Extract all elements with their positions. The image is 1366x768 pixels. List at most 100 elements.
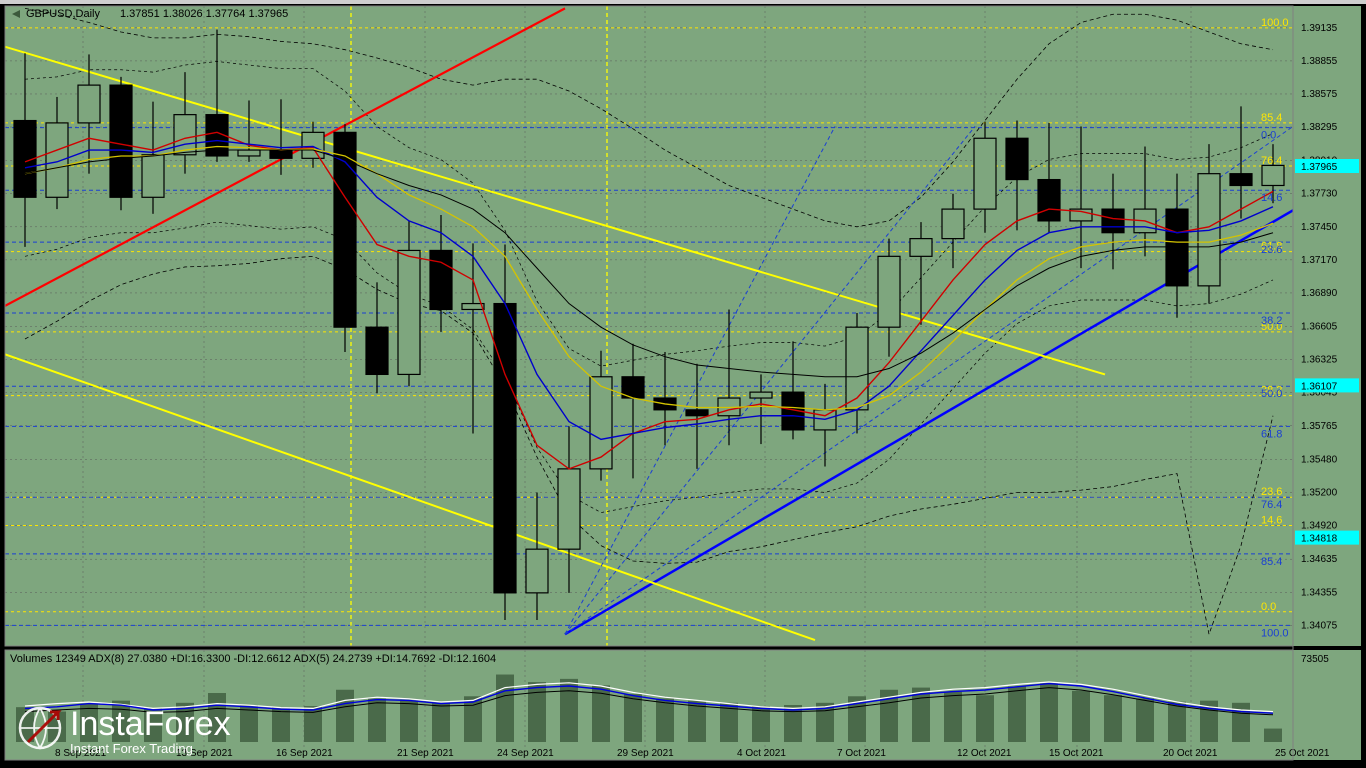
fib-blue-label: 85.4 (1261, 556, 1282, 568)
price-tick: 1.38575 (1301, 89, 1338, 100)
candle[interactable] (1166, 209, 1188, 286)
fib-blue-label: 38.2 (1261, 315, 1282, 327)
indicator-axis-label: 73505 (1301, 654, 1329, 665)
fib-yellow-label: 23.6 (1261, 486, 1282, 498)
price-tick: 1.38855 (1301, 56, 1338, 67)
volume-bar (1104, 695, 1122, 742)
price-marker-label: 1.34818 (1301, 534, 1338, 545)
volume-bar (368, 698, 386, 742)
candle[interactable] (750, 392, 772, 398)
price-marker-label: 1.36107 (1301, 381, 1338, 392)
volume-bar (432, 703, 450, 742)
volume-bar (336, 690, 354, 742)
candle[interactable] (942, 209, 964, 239)
price-tick: 1.36605 (1301, 322, 1338, 333)
volume-bar (944, 692, 962, 742)
candle[interactable] (590, 377, 612, 469)
candle[interactable] (558, 469, 580, 549)
candle[interactable] (142, 155, 164, 198)
fib-blue-label: 61.8 (1261, 428, 1282, 440)
price-tick: 1.34635 (1301, 554, 1338, 565)
candle[interactable] (910, 239, 932, 257)
fib-blue-label: 50.0 (1261, 388, 1282, 400)
candle[interactable] (430, 250, 452, 309)
candle[interactable] (494, 304, 516, 593)
candle[interactable] (526, 549, 548, 593)
price-tick: 1.37730 (1301, 189, 1338, 200)
volume-bar (1168, 702, 1186, 742)
candle[interactable] (302, 132, 324, 158)
fib-blue-label: 23.6 (1261, 244, 1282, 256)
price-tick: 1.38295 (1301, 122, 1338, 133)
time-tick: 25 Oct 2021 (1275, 748, 1330, 759)
time-tick: 15 Oct 2021 (1049, 748, 1104, 759)
fib-yellow-label: 100.0 (1261, 17, 1289, 29)
candle[interactable] (686, 410, 708, 416)
price-tick: 1.35480 (1301, 454, 1338, 465)
volume-bar (752, 706, 770, 742)
price-tick: 1.35200 (1301, 487, 1338, 498)
fib-yellow-label: 76.4 (1261, 155, 1282, 167)
fib-yellow-label: 14.6 (1261, 515, 1282, 527)
price-marker-label: 1.37965 (1301, 162, 1338, 173)
price-tick: 1.34355 (1301, 587, 1338, 598)
volume-bar (912, 688, 930, 742)
fib-yellow-label: 85.4 (1261, 112, 1282, 124)
price-tick: 1.35765 (1301, 421, 1338, 432)
candle[interactable] (366, 327, 388, 374)
price-tick: 1.34920 (1301, 521, 1338, 532)
fib-blue-label: 0.0 (1261, 130, 1276, 142)
volume-bar (1136, 698, 1154, 742)
price-tick: 1.36890 (1301, 288, 1338, 299)
price-tick: 1.39135 (1301, 23, 1338, 34)
candle[interactable] (110, 85, 132, 197)
watermark-text: InstaForex (70, 705, 231, 743)
ohlc-label: 1.37851 1.38026 1.37764 1.37965 (120, 8, 288, 20)
volume-bar (1232, 703, 1250, 742)
price-tick: 1.34075 (1301, 620, 1338, 631)
volume-bar (496, 675, 514, 742)
candle[interactable] (878, 256, 900, 327)
fib-yellow-label: 0.0 (1261, 601, 1276, 613)
candle[interactable] (1006, 138, 1028, 179)
candle[interactable] (1230, 174, 1252, 186)
time-tick: 7 Oct 2021 (837, 748, 886, 759)
candle[interactable] (1262, 165, 1284, 185)
candle[interactable] (1038, 180, 1060, 221)
pair-label: GBPUSD,Daily (26, 8, 100, 20)
time-tick: 4 Oct 2021 (737, 748, 786, 759)
indicator-title: Volumes 12349 ADX(8) 27.0380 +DI:16.3300… (10, 653, 496, 665)
candle[interactable] (238, 150, 260, 156)
time-tick: 12 Oct 2021 (957, 748, 1012, 759)
candle[interactable] (270, 150, 292, 158)
price-tick: 1.37450 (1301, 222, 1338, 233)
price-tick: 1.37170 (1301, 255, 1338, 266)
time-tick: 24 Sep 2021 (497, 748, 554, 759)
candle[interactable] (398, 250, 420, 374)
candle[interactable] (46, 123, 68, 197)
volume-bar (656, 698, 674, 742)
time-tick: 29 Sep 2021 (617, 748, 674, 759)
fib-blue-label: 76.4 (1261, 499, 1282, 511)
watermark-subtext: Instant Forex Trading (70, 741, 193, 756)
volume-bar (560, 679, 578, 742)
candle[interactable] (1102, 209, 1124, 233)
volume-bar (528, 682, 546, 742)
volume-bar (1008, 686, 1026, 742)
volume-bar (1264, 729, 1282, 742)
volume-bar (624, 694, 642, 742)
main-pane[interactable] (5, 6, 1293, 646)
time-tick: 21 Sep 2021 (397, 748, 454, 759)
volume-bar (976, 695, 994, 742)
chart-root: 1.391351.388551.385751.382951.380101.377… (0, 0, 1366, 768)
time-tick: 16 Sep 2021 (276, 748, 333, 759)
fib-blue-label: 14.6 (1261, 192, 1282, 204)
candle[interactable] (974, 138, 996, 209)
volume-bar (1040, 682, 1058, 742)
chart-svg[interactable]: 1.391351.388551.385751.382951.380101.377… (0, 0, 1366, 768)
price-tick: 1.36325 (1301, 355, 1338, 366)
fib-blue-label: 100.0 (1261, 627, 1289, 639)
volume-bar (272, 707, 290, 742)
volume-bar (400, 701, 418, 742)
candle[interactable] (78, 85, 100, 123)
